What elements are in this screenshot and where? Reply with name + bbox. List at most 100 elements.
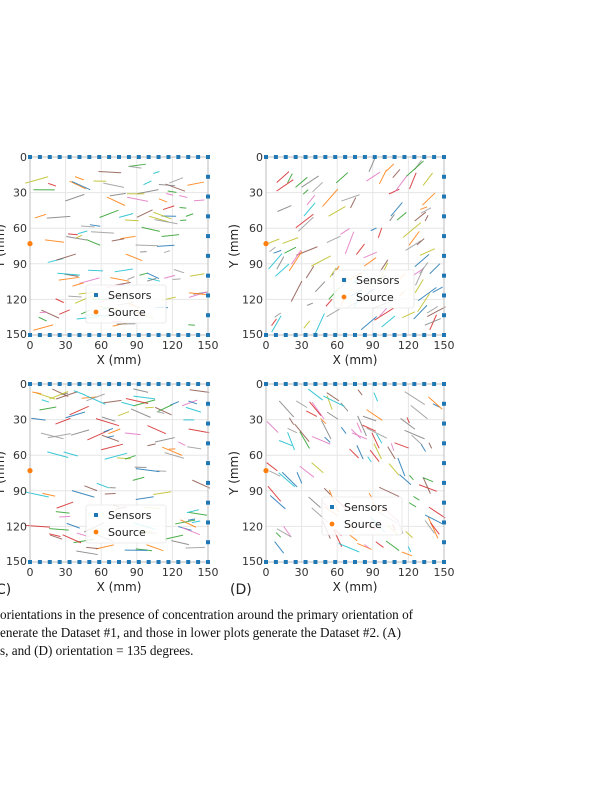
crack-segment xyxy=(290,280,303,302)
crack-segment xyxy=(185,546,205,549)
sensor-marker xyxy=(382,382,387,386)
sensor-marker xyxy=(343,155,348,159)
crack-segment xyxy=(397,457,406,477)
crack-segment xyxy=(68,295,82,298)
crack-segment xyxy=(95,418,120,427)
crack-segment xyxy=(124,432,141,436)
crack-segment xyxy=(303,202,316,217)
sensor-marker xyxy=(136,382,141,386)
crack-segment xyxy=(66,522,80,529)
sensor-marker xyxy=(442,520,446,525)
crack-segment xyxy=(357,389,363,396)
crack-segment xyxy=(344,231,355,255)
legend-sensor-marker xyxy=(342,278,346,282)
x-tick-label: 150 xyxy=(198,339,219,352)
crack-segment xyxy=(340,228,350,235)
crack-segment xyxy=(158,183,176,187)
sensor-marker xyxy=(442,273,446,278)
sensor-marker xyxy=(176,560,181,564)
sensor-marker xyxy=(107,155,112,159)
sensor-marker xyxy=(362,333,367,337)
crack-segment xyxy=(291,249,302,265)
crack-segment xyxy=(25,176,49,184)
sensor-marker xyxy=(422,155,427,159)
crack-segment xyxy=(156,244,175,247)
x-tick-label: 90 xyxy=(130,339,144,352)
legend-source-marker xyxy=(93,309,99,315)
crack-segment xyxy=(422,477,434,483)
y-tick-label: 60 xyxy=(13,222,27,235)
crack-segment xyxy=(154,406,172,416)
sensor-marker xyxy=(206,273,210,278)
legend-box xyxy=(333,269,415,309)
crack-segment xyxy=(136,209,153,218)
crack-segment xyxy=(145,406,154,409)
crack-segment xyxy=(362,424,377,432)
y-tick-label: 0 xyxy=(20,378,27,391)
crack-segment xyxy=(424,520,435,534)
sensor-marker xyxy=(206,155,210,159)
sensor-marker xyxy=(156,155,161,159)
crack-segment xyxy=(356,422,362,433)
sensor-marker xyxy=(47,382,52,386)
crack-segment xyxy=(399,474,412,486)
crack-segment xyxy=(386,163,395,172)
crack-segment xyxy=(47,433,71,439)
sensor-marker xyxy=(362,382,367,386)
crack-segment xyxy=(427,306,446,317)
crack-segment xyxy=(417,293,431,313)
x-axis-label: X (mm) xyxy=(97,353,142,367)
crack-segment xyxy=(40,432,64,440)
crack-segment xyxy=(307,388,324,401)
sensor-marker xyxy=(28,155,32,159)
x-tick-label: 120 xyxy=(398,339,419,352)
crack-segment xyxy=(274,541,285,554)
crack-segment xyxy=(288,417,295,425)
legend-source-label: Source xyxy=(356,291,394,304)
crack-segment xyxy=(88,269,103,272)
crack-segment xyxy=(133,388,149,393)
crack-segment xyxy=(373,443,382,460)
sensor-marker xyxy=(77,155,82,159)
crack-segment xyxy=(86,239,101,246)
crack-segment xyxy=(297,216,314,232)
source-marker xyxy=(263,241,269,247)
sensor-marker xyxy=(206,313,210,318)
x-axis-label: X (mm) xyxy=(333,353,378,367)
crack-segment xyxy=(408,231,420,246)
sensor-marker xyxy=(57,155,62,159)
crack-segment xyxy=(143,180,152,186)
crack-segment xyxy=(284,246,297,254)
sensor-marker xyxy=(47,155,52,159)
crack-segment xyxy=(269,495,286,510)
crack-segment xyxy=(129,165,142,169)
x-tick-label: 150 xyxy=(434,339,455,352)
y-axis-label: Y (mm) xyxy=(227,451,241,496)
crack-segment xyxy=(108,428,121,435)
sensor-marker xyxy=(412,560,417,564)
crack-segment xyxy=(96,482,110,489)
crack-segment xyxy=(124,219,139,222)
y-tick-label: 30 xyxy=(13,414,27,427)
sensor-marker xyxy=(442,253,446,258)
sensor-marker xyxy=(186,382,191,386)
crack-segment xyxy=(299,465,315,478)
x-tick-label: 120 xyxy=(162,566,183,579)
x-tick-label: 30 xyxy=(295,339,309,352)
y-tick-label: 150 xyxy=(242,328,263,341)
sensor-marker xyxy=(117,333,121,337)
sensor-marker xyxy=(442,461,446,466)
crack-segment xyxy=(276,256,285,270)
y-tick-label: 60 xyxy=(249,449,263,462)
crack-segment xyxy=(103,182,125,188)
crack-segment xyxy=(321,420,332,440)
sensor-marker xyxy=(382,333,387,337)
crack-segment xyxy=(420,444,427,452)
crack-segment xyxy=(278,400,295,418)
crack-segment xyxy=(169,177,184,184)
crack-segment xyxy=(179,195,188,199)
crack-segment xyxy=(340,426,347,434)
sensor-marker xyxy=(273,333,278,337)
sensor-marker xyxy=(442,333,446,337)
sensor-marker xyxy=(382,155,387,159)
